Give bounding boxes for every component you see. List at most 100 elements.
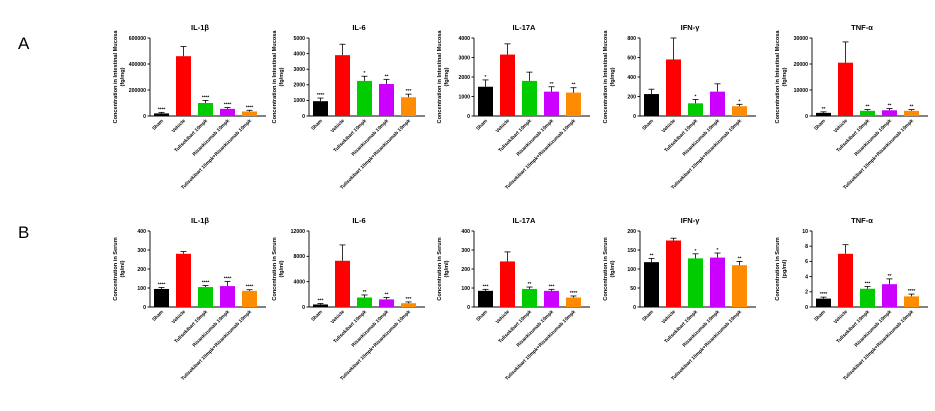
y-tick-label: 400000 <box>129 62 146 68</box>
bar <box>198 287 213 307</box>
y-tick-label: 200 <box>627 94 636 100</box>
significance-label: **** <box>908 288 916 294</box>
bar <box>860 110 875 116</box>
chart-3: IL-17A 0 1000 2000 3000 4000 Concentration in … <box>437 23 590 191</box>
y-tick-label: 400 <box>627 75 636 81</box>
category-label: Vehicle <box>661 309 677 325</box>
bar <box>732 106 747 116</box>
category-label: Sham <box>813 118 827 132</box>
bar <box>882 110 897 116</box>
significance-label: ** <box>866 104 870 110</box>
chart-8: IL-17A 0 100 200 300 400 Concentration in Seru… <box>437 216 590 382</box>
bar <box>242 111 257 116</box>
bar <box>401 97 416 116</box>
category-label: Vehicle <box>495 118 511 134</box>
category-label: Sham <box>151 309 165 323</box>
category-label: Risankizumab 10mpk <box>681 118 721 158</box>
y-axis-label: Concentration in Serum(fg/ml) <box>437 237 450 300</box>
bar <box>544 91 559 116</box>
chart-7: IL-6 0 4000 8000 12000 Concentration in Serum… <box>272 216 425 382</box>
bar <box>816 298 831 307</box>
y-tick-label: 3000 <box>293 67 305 73</box>
y-tick-label: 150 <box>627 248 636 254</box>
y-tick-label: 200 <box>627 229 636 235</box>
bar <box>478 86 493 116</box>
significance-label: **** <box>202 280 210 286</box>
y-tick-label: 8 <box>805 244 808 250</box>
y-tick-label: 100 <box>627 267 636 273</box>
category-label: Risankizumab 10mpk <box>515 309 555 349</box>
category-label: Sham <box>475 309 489 323</box>
bar <box>710 91 725 116</box>
y-tick-label: 12000 <box>291 229 306 235</box>
significance-label: ** <box>363 289 367 295</box>
category-label: Vehicle <box>495 309 511 325</box>
y-tick-label: 200 <box>137 267 146 273</box>
y-tick-label: 0 <box>805 305 808 311</box>
bar <box>566 297 581 307</box>
bar <box>379 84 394 116</box>
significance-label: *** <box>406 88 412 94</box>
category-label: Risankizumab 10mpk <box>350 309 390 349</box>
category-label: Vehicle <box>171 118 187 134</box>
significance-label: * <box>695 248 697 254</box>
significance-label: **** <box>158 281 166 287</box>
significance-label: *** <box>318 298 324 304</box>
bar <box>220 108 235 116</box>
chart-10: TNF-α 0 2 4 6 8 10 Concentration in Serum(pg/ml… <box>775 216 928 382</box>
bar <box>688 103 703 116</box>
bar <box>478 290 493 307</box>
y-tick-label: 800 <box>627 36 636 42</box>
category-label: Risankizumab 10mpk <box>191 118 231 158</box>
chart-title: TNF-α <box>851 216 873 225</box>
category-label: Vehicle <box>833 309 849 325</box>
y-tick-label: 400 <box>137 229 146 235</box>
significance-label: ** <box>528 281 532 287</box>
y-tick-label: 2 <box>805 290 808 296</box>
bar <box>732 265 747 307</box>
chart-title: IFN-γ <box>681 216 701 225</box>
bar <box>544 290 559 307</box>
y-tick-label: 4000 <box>293 51 305 57</box>
chart-title: IL-6 <box>352 216 365 225</box>
chart-6: IL-1β 0 100 200 300 400 Concentration in Serum… <box>113 216 266 382</box>
y-tick-label: 600 <box>627 55 636 61</box>
y-tick-label: 8000 <box>293 254 305 260</box>
chart-title: IFN-γ <box>681 23 701 32</box>
bar <box>644 262 659 307</box>
significance-label: ** <box>550 81 554 87</box>
category-label: Vehicle <box>330 309 346 325</box>
y-tick-label: 30000 <box>794 36 809 42</box>
y-tick-label: 100 <box>137 286 146 292</box>
bar <box>401 303 416 307</box>
chart-4: IFN-γ 0 200 400 600 800 Concentration in Intes… <box>603 23 756 191</box>
chart-5: TNF-α 0 10000 20000 30000 Concentration in In… <box>775 23 928 191</box>
category-label: Vehicle <box>833 118 849 134</box>
bar <box>154 113 169 116</box>
y-tick-label: 0 <box>302 305 305 311</box>
category-label: Risankizumab 10mpk <box>515 118 555 158</box>
significance-label: ** <box>572 82 576 88</box>
y-tick-label: 0 <box>302 114 305 120</box>
y-tick-label: 4 <box>805 274 808 280</box>
significance-label: ** <box>888 102 892 108</box>
significance-label: **** <box>317 92 325 98</box>
y-tick-label: 0 <box>143 114 146 120</box>
y-tick-label: 0 <box>633 114 636 120</box>
category-label: Sham <box>310 118 324 132</box>
significance-label: * <box>739 98 741 104</box>
significance-label: **** <box>202 94 210 100</box>
chart-title: TNF-α <box>851 23 873 32</box>
bar <box>357 80 372 116</box>
y-tick-label: 10000 <box>794 88 809 94</box>
category-label: Risankizumab 10mpk <box>853 309 893 349</box>
bar <box>860 288 875 307</box>
bar <box>313 101 328 116</box>
significance-label: **** <box>820 291 828 297</box>
bar <box>838 253 853 307</box>
bar <box>522 80 537 116</box>
category-label: Sham <box>641 118 655 132</box>
y-tick-label: 2000 <box>458 75 470 81</box>
category-label: Vehicle <box>171 309 187 325</box>
